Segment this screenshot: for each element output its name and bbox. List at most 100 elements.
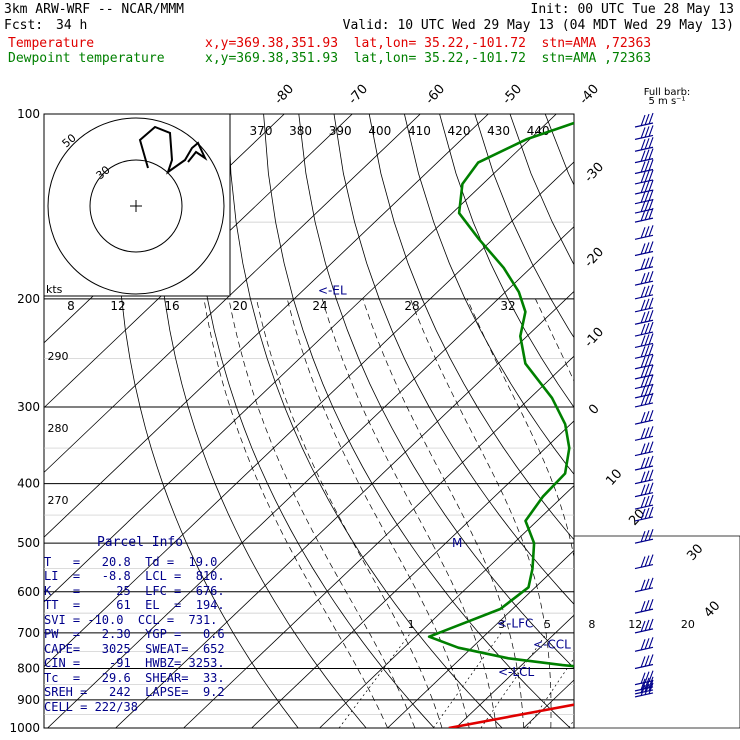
wind-barb-feather — [644, 507, 650, 520]
pressure-tick-label: 400 — [17, 477, 40, 491]
wind-barb-flags — [640, 482, 654, 496]
wind-barb — [634, 492, 654, 498]
wind-barb — [634, 364, 654, 370]
wind-barb-feather — [648, 284, 654, 297]
wind-barb-feather — [648, 409, 654, 422]
parcel-info-row: LI = -8.8 LCL = 810. — [44, 569, 225, 583]
wind-barb — [634, 563, 654, 570]
speed-tick-label: 32 — [500, 299, 515, 313]
isotherm-label: 40 — [701, 598, 723, 620]
wind-barb-flags — [640, 169, 654, 184]
moist-adiabat — [466, 298, 574, 560]
wind-barb-feather — [648, 364, 654, 377]
theta-label: 400 — [368, 124, 391, 138]
wind-barb-feather — [640, 181, 646, 194]
wind-barb — [634, 608, 654, 614]
wind-barb-feather — [648, 125, 654, 137]
mixing-ratio-label: 20 — [681, 618, 695, 631]
mixing-ratio-label: 8 — [588, 618, 595, 631]
hodograph-ring-outer — [47, 117, 225, 295]
theta-label: 390 — [329, 124, 352, 138]
mixing-ratio-label: 3 — [498, 618, 505, 631]
wind-barb-feather — [644, 483, 650, 495]
dry-adiabat — [686, 114, 740, 728]
pressure-tick-label: 600 — [17, 585, 40, 599]
wind-barb-feather — [644, 470, 650, 482]
wind-barb — [634, 234, 654, 240]
wind-barb-feather — [644, 334, 650, 346]
isotherm — [47, 226, 574, 728]
wind-barb-feather — [648, 676, 654, 689]
dry-adiabat — [580, 114, 740, 728]
wind-barb-flags — [640, 297, 654, 312]
wind-barb-feather — [644, 170, 650, 183]
wind-barb-feather — [648, 494, 654, 507]
wind-scale-units: 5 m s⁻¹ — [649, 96, 686, 107]
wind-barb-feather — [644, 529, 650, 542]
wind-barb-feather — [648, 297, 654, 310]
mixing-ratio-line — [338, 632, 411, 728]
wind-barb-feather — [644, 180, 650, 193]
wind-barb-feather — [644, 355, 650, 367]
wind-barb-feather — [644, 680, 650, 693]
wind-barb-flags — [640, 670, 654, 684]
isotherm — [319, 485, 574, 728]
wind-barb-feather — [640, 394, 646, 407]
wind-barb-feather — [644, 375, 650, 387]
wind-barb-feather — [640, 150, 646, 162]
wind-barb — [634, 465, 654, 471]
wind-barb — [634, 587, 654, 593]
dry-adiabat — [333, 114, 574, 605]
wind-barb — [634, 342, 654, 349]
wind-barb-flags — [640, 364, 654, 379]
wind-barb-flags — [640, 441, 654, 455]
wind-barb-flags — [640, 676, 654, 691]
wind-barb-feather — [640, 556, 646, 568]
wind-barb-flags — [640, 241, 654, 255]
wind-barb-flags — [640, 270, 654, 285]
wind-barb — [634, 353, 654, 359]
wind-barb-flags — [640, 112, 654, 127]
speed-tick-label: 12 — [110, 299, 125, 313]
dry-adiabat — [368, 114, 574, 541]
low-theta-label: 270 — [48, 494, 69, 507]
wind-barb-feather — [648, 577, 654, 589]
isotherm — [592, 114, 740, 728]
wind-barb-feather — [640, 200, 646, 213]
level-marker: <-LCL — [498, 665, 534, 679]
parcel-info-row: CIN = -91 HWBZ= 3253. — [44, 656, 225, 670]
wind-barb-feather — [640, 443, 646, 455]
wind-barb-feather — [648, 426, 654, 438]
wind-barb-feather — [640, 286, 646, 299]
wind-barb-feather — [640, 323, 646, 336]
wind-barb-flags — [640, 554, 654, 568]
wind-barb-feather — [640, 530, 646, 543]
model-title: 3km ARW-WRF -- NCAR/MMM — [4, 2, 185, 17]
isotherm — [115, 290, 574, 728]
isotherm — [251, 420, 574, 728]
moist-adiabat — [660, 299, 718, 728]
wind-barb-flags — [640, 392, 654, 407]
wind-barb — [634, 146, 654, 152]
wind-barb-flags — [640, 455, 654, 470]
wind-barb-feather — [644, 619, 650, 632]
wind-barb-flags — [640, 310, 654, 324]
wind-barb-feather — [640, 335, 646, 347]
lower-right-panel — [574, 535, 740, 729]
wind-barb — [634, 646, 654, 652]
dry-adiabat — [192, 114, 435, 728]
level-marker: <-CCL — [533, 637, 571, 651]
wind-barb-feather — [648, 112, 654, 125]
isotherm — [455, 614, 574, 728]
isotherm — [44, 114, 421, 473]
wind-barb-feather — [648, 670, 654, 682]
wind-barb — [634, 374, 654, 380]
wind-barb — [634, 294, 654, 300]
isotherm-label: -40 — [577, 82, 602, 108]
init-time: Init: 00 UTC Tue 28 May 13 — [530, 2, 735, 17]
parcel-info-row: TT = 61 EL = 194. — [44, 598, 225, 612]
isotherm — [44, 114, 557, 603]
wind-barb — [634, 435, 654, 441]
wind-barb-feather — [644, 495, 650, 508]
wind-barb-feather — [644, 311, 650, 323]
